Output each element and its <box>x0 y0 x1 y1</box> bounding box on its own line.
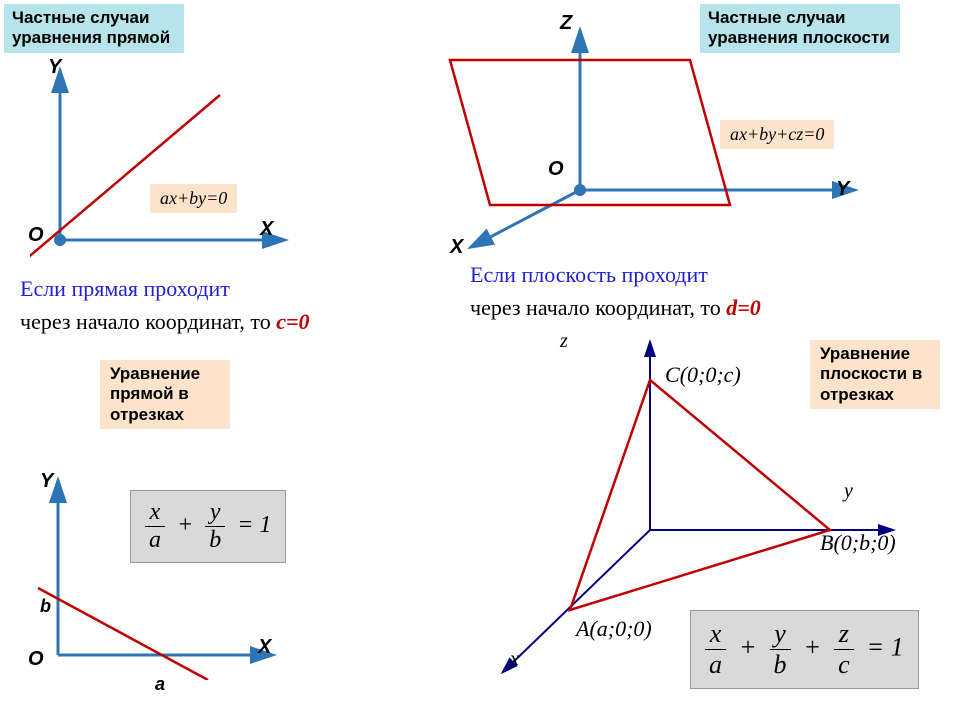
origin-tr: O <box>548 158 564 181</box>
axis-z-br: z <box>560 330 568 353</box>
formula-line-origin: ax+by=0 <box>150 184 237 213</box>
axis-y-br: y <box>844 480 853 503</box>
axis-y-tr: Y <box>836 178 849 201</box>
origin-tl: O <box>28 224 44 247</box>
axis-y-tl: Y <box>48 56 61 79</box>
header-line-special-text: Частные случаи уравнения прямой <box>12 8 170 47</box>
desc-tl-cond: c=0 <box>276 309 309 334</box>
formula-plane-origin: ax+by+cz=0 <box>720 120 834 149</box>
a-label: a <box>155 674 165 695</box>
desc-line-origin: Если прямая проходит через начало коорди… <box>20 272 400 338</box>
desc-tl-2: через начало координат, то <box>20 309 276 334</box>
formula-plane-intercept: xa + yb + zc = 1 <box>690 610 919 689</box>
axis-x-tr: X <box>450 236 463 259</box>
desc-tr-cond: d=0 <box>726 295 761 320</box>
diagram-line-origin <box>30 60 290 260</box>
formula-line-origin-text: ax+by=0 <box>160 188 227 208</box>
point-b: B(0;b;0) <box>820 530 896 556</box>
desc-tr-1: Если плоскость проходит <box>470 262 708 287</box>
axis-z-tr: Z <box>560 12 572 35</box>
desc-plane-origin: Если плоскость проходит через начало коо… <box>470 258 890 324</box>
axis-x-br: x <box>510 648 519 671</box>
point-a: A(a;0;0) <box>576 616 652 642</box>
formula-line-intercept: xa + yb = 1 <box>130 490 286 563</box>
point-c: C(0;0;c) <box>665 362 741 388</box>
b-label: b <box>40 596 51 617</box>
axis-x-tl: X <box>260 218 273 241</box>
desc-tr-2: через начало координат, то <box>470 295 726 320</box>
label-line-intercept: Уравнение прямой в отрезках <box>100 360 230 429</box>
axis-x-bl: X <box>258 636 271 659</box>
header-line-special: Частные случаи уравнения прямой <box>4 4 184 53</box>
axis-y-bl: Y <box>40 470 53 493</box>
label-line-intercept-text: Уравнение прямой в отрезках <box>110 364 200 424</box>
origin-bl: O <box>28 648 44 671</box>
formula-plane-origin-text: ax+by+cz=0 <box>730 124 824 144</box>
desc-tl-1: Если прямая проходит <box>20 276 230 301</box>
